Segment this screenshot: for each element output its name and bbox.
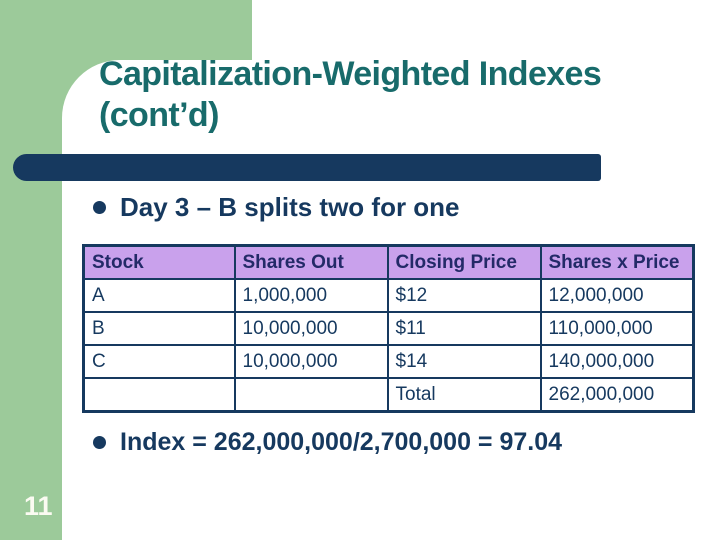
cell-closing-price: $12: [386, 278, 542, 313]
table-row: C 10,000,000 $14 140,000,000: [82, 344, 695, 379]
cell-shares-x-price: 110,000,000: [539, 311, 695, 346]
cell-shares-out: 1,000,000: [233, 278, 389, 313]
bullet-icon: [93, 201, 106, 214]
cell-closing-price: $11: [386, 311, 542, 346]
col-header-shares-out: Shares Out: [233, 244, 389, 280]
cell-stock: A: [82, 278, 236, 313]
cell-closing-price: $14: [386, 344, 542, 379]
page-number: 11: [24, 491, 53, 521]
cell-shares-out: 10,000,000: [233, 344, 389, 379]
cell-total-value: 262,000,000: [539, 377, 695, 413]
left-accent-band: [0, 0, 62, 540]
slide-title-line2: (cont’d): [99, 95, 219, 134]
slide-title-line1: Capitalization-Weighted Indexes: [99, 55, 602, 93]
cell-stock: B: [82, 311, 236, 346]
title-underline-bar: [13, 154, 601, 181]
col-header-shares-x-price: Shares x Price: [539, 244, 695, 280]
cell-stock: [82, 377, 236, 413]
cell-shares-out: 10,000,000: [233, 311, 389, 346]
bullet-item-day3: Day 3 – B splits two for one: [93, 192, 460, 223]
slide-title: Capitalization-Weighted Indexes (cont’d): [99, 54, 602, 136]
cell-shares-x-price: 12,000,000: [539, 278, 695, 313]
table-row-total: Total 262,000,000: [82, 377, 695, 413]
table-row: B 10,000,000 $11 110,000,000: [82, 311, 695, 346]
bullet-index-text: Index = 262,000,000/2,700,000 = 97.04: [120, 428, 563, 456]
bullet-icon: [93, 436, 106, 449]
table-header-row: Stock Shares Out Closing Price Shares x …: [82, 244, 695, 280]
bullet-day-text: Day 3 – B splits two for one: [120, 192, 460, 222]
cell-shares-out: [233, 377, 389, 413]
bullet-item-index: Index = 262,000,000/2,700,000 = 97.04: [93, 428, 562, 457]
cell-shares-x-price: 140,000,000: [539, 344, 695, 379]
col-header-closing-price: Closing Price: [386, 244, 542, 280]
cell-total-label: Total: [386, 377, 542, 413]
col-header-stock: Stock: [82, 244, 236, 280]
table-row: A 1,000,000 $12 12,000,000: [82, 278, 695, 313]
cell-stock: C: [82, 344, 236, 379]
stock-table: Stock Shares Out Closing Price Shares x …: [82, 244, 695, 413]
